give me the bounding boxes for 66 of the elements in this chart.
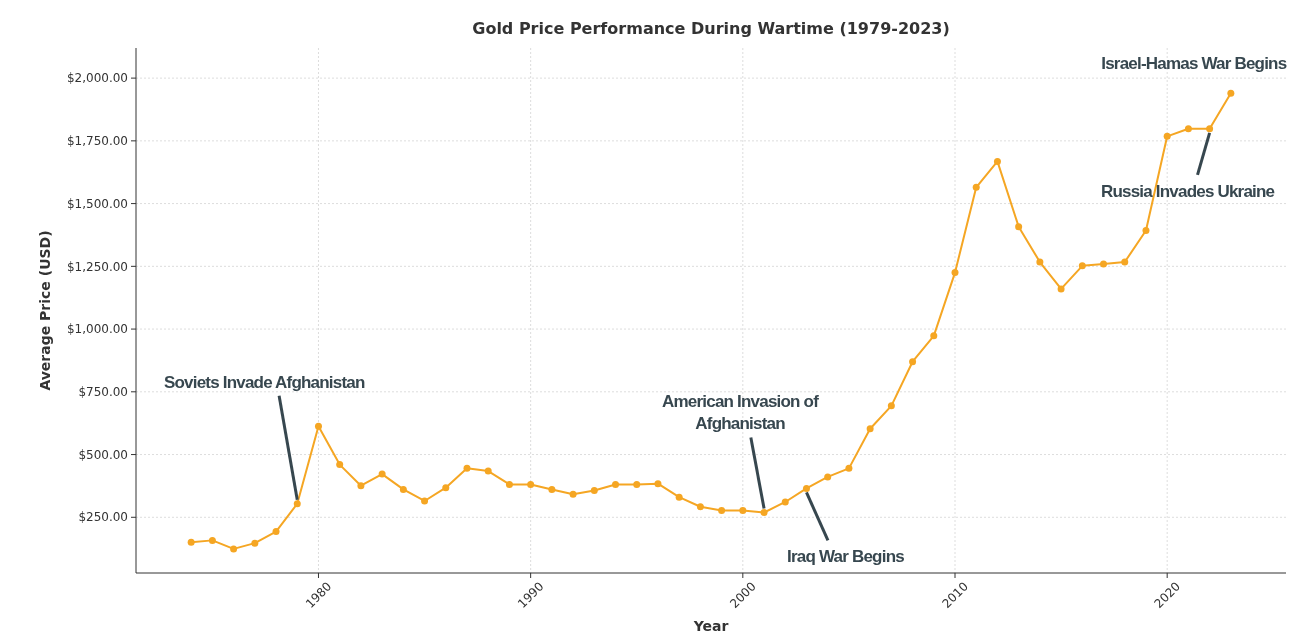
- point: [230, 545, 238, 553]
- point: [505, 480, 513, 488]
- point: [1184, 125, 1192, 133]
- point: [1015, 223, 1023, 231]
- point: [951, 269, 959, 277]
- point: [548, 485, 556, 493]
- point: [336, 461, 344, 469]
- y-tick-label: $1,000.00: [66, 322, 128, 337]
- point: [612, 480, 620, 488]
- annotation: Iraq War Begins: [787, 547, 905, 567]
- y-tick-label: $2,000.00: [66, 71, 128, 86]
- point: [675, 493, 683, 501]
- point: [357, 482, 365, 490]
- point: [399, 485, 407, 493]
- point: [1100, 260, 1108, 268]
- y-tick-label: $1,750.00: [66, 134, 128, 149]
- point: [802, 484, 810, 492]
- y-tick-label: $250.00: [78, 510, 128, 525]
- point: [1057, 285, 1065, 293]
- point: [208, 536, 216, 544]
- point: [590, 486, 598, 494]
- point: [442, 484, 450, 492]
- point: [1078, 262, 1086, 270]
- point: [845, 464, 853, 472]
- x-axis-title: Year: [692, 618, 729, 634]
- point: [1036, 258, 1044, 266]
- point: [824, 473, 832, 481]
- point: [272, 528, 280, 536]
- point: [569, 490, 577, 498]
- annotation: American Invasion of Afghanistan: [662, 392, 820, 434]
- point: [378, 470, 386, 478]
- point: [421, 497, 429, 505]
- y-axis-title: Average Price (USD): [37, 230, 53, 391]
- point: [463, 464, 471, 472]
- chart-title: Gold Price Performance During Wartime (1979-2023): [472, 19, 950, 38]
- point: [1206, 125, 1214, 133]
- point: [484, 467, 492, 475]
- point: [909, 358, 917, 366]
- y-tick-label: $500.00: [78, 447, 128, 462]
- point: [972, 183, 980, 191]
- point: [866, 425, 874, 433]
- point: [314, 422, 322, 430]
- point: [187, 538, 195, 546]
- point: [654, 480, 662, 488]
- point: [718, 507, 726, 515]
- point: [930, 332, 938, 340]
- y-tick-label: $750.00: [78, 385, 128, 400]
- annotation: Soviets Invade Afghanistan: [163, 372, 365, 392]
- y-tick-label: $1,250.00: [66, 259, 128, 274]
- point: [781, 498, 789, 506]
- point: [293, 500, 301, 508]
- point: [1121, 258, 1129, 266]
- point: [251, 539, 259, 547]
- point: [993, 157, 1001, 165]
- point: [887, 402, 895, 410]
- point: [1227, 89, 1235, 97]
- annotation: Russia Invades Ukraine: [1100, 181, 1275, 201]
- point: [739, 507, 747, 515]
- y-tick-label: $1,500.00: [66, 196, 128, 211]
- point: [633, 480, 641, 488]
- point: [760, 509, 768, 517]
- point: [527, 480, 535, 488]
- point: [1163, 132, 1171, 140]
- point: [1142, 226, 1150, 234]
- annotation: Israel-Hamas War Begins: [1101, 54, 1287, 74]
- point: [696, 503, 704, 511]
